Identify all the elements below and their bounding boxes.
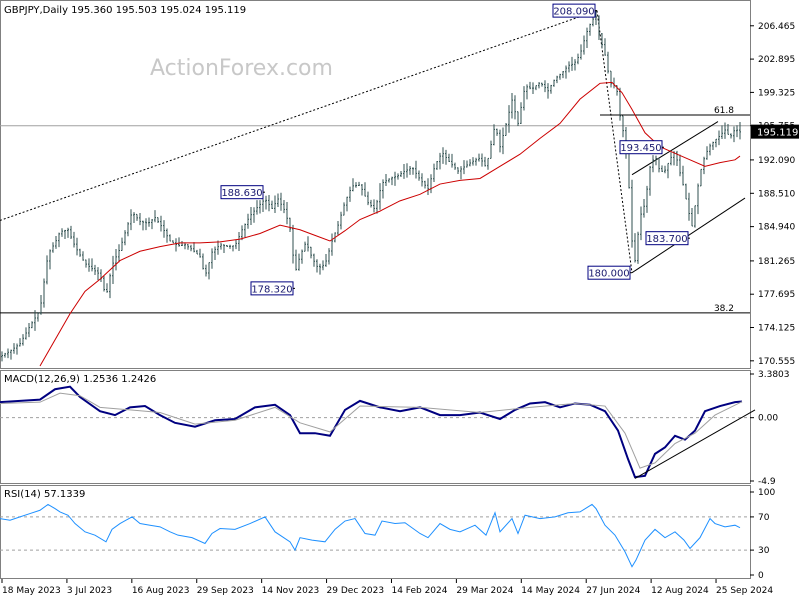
macd-tick-label: 3.3803 (758, 370, 790, 380)
trendline-3 (631, 121, 719, 176)
x-tick-label: 16 Aug 2023 (132, 586, 190, 596)
price-annotation: 180.000 (587, 265, 632, 280)
annotation-text: 180.000 (588, 269, 629, 280)
x-tick-label: 18 May 2023 (2, 586, 61, 596)
annotation-text: 183.700 (646, 234, 687, 245)
axis-layer: 206.465202.895199.325195.755192.090188.5… (1, 22, 799, 596)
x-tick-label: 27 Jun 2024 (586, 586, 640, 596)
macd-layer (0, 385, 756, 479)
trendline-1 (596, 10, 633, 273)
macd-panel-frame (0, 370, 751, 484)
symbol-header: GBPJPY,Daily 195.360 195.503 195.024 195… (4, 5, 246, 16)
x-tick-label: 12 Aug 2024 (651, 586, 709, 596)
price-layer: 208.090 188.630 178.320 193.450 183.700 180.0… (0, 3, 750, 367)
price-tick-label: 188.510 (758, 189, 795, 199)
macd-series-macd (0, 385, 743, 479)
price-tick-label: 192.090 (758, 156, 795, 166)
price-tick-label: 202.895 (758, 55, 795, 65)
x-tick-label: 29 Dec 2023 (327, 586, 385, 596)
x-tick-label: 3 Jul 2023 (67, 586, 112, 596)
annotation-text: 208.090 (553, 7, 594, 18)
fib-label: 38.2 (714, 304, 734, 314)
rsi-tick-label: 0 (758, 571, 764, 581)
price-tick-label: 177.695 (758, 290, 795, 300)
rsi-tick-label: 70 (758, 513, 770, 523)
x-tick-label: 25 Sep 2024 (716, 586, 773, 596)
macd-title: MACD(12,26,9) 1.2536 1.2426 (4, 374, 156, 385)
price-annotation: 188.630 (220, 185, 265, 200)
price-annotation: 208.090 (552, 3, 597, 18)
price-tick-label: 170.555 (758, 357, 795, 367)
rsi-tick-label: 30 (758, 546, 770, 556)
macd-tick-label: -4.9 (758, 477, 776, 487)
x-tick-label: 29 Mar 2024 (456, 586, 513, 596)
rsi-tick-label: 100 (758, 488, 775, 498)
moving-average-line (39, 81, 741, 367)
x-tick-label: 14 Feb 2024 (391, 586, 447, 596)
price-panel-frame (0, 0, 751, 369)
price-tick-label: 184.940 (758, 223, 795, 233)
price-tick-label: 181.265 (758, 257, 795, 267)
macd-series-signal (0, 392, 743, 469)
price-tick-label: 206.465 (758, 22, 795, 32)
rsi-series-line (0, 503, 741, 568)
macd-trendline (634, 409, 756, 479)
fib-label: 61.8 (714, 106, 734, 116)
annotation-text: 193.450 (620, 143, 661, 154)
current-price-label: 195.119 (757, 128, 798, 139)
watermark: ActionForex.com (150, 56, 333, 81)
trendline-0 (0, 10, 598, 221)
x-tick-label: 29 Sep 2023 (197, 586, 254, 596)
macd-tick-label: 0.00 (758, 414, 778, 424)
price-tick-label: 199.325 (758, 88, 795, 98)
annotation-text: 188.630 (221, 188, 262, 199)
annotation-text: 178.320 (251, 284, 292, 295)
price-tick-label: 174.125 (758, 324, 795, 334)
rsi-title: RSI(14) 57.1339 (4, 489, 85, 500)
price-annotation: 178.320 (250, 281, 295, 296)
current-price-badge (751, 124, 799, 139)
rsi-layer (0, 503, 750, 568)
price-annotation: 183.700 (645, 231, 690, 246)
x-tick-label: 14 Nov 2023 (262, 586, 320, 596)
price-annotation: 193.450 (619, 140, 664, 155)
rsi-panel-frame (0, 485, 751, 579)
x-tick-label: 14 May 2024 (521, 586, 580, 596)
